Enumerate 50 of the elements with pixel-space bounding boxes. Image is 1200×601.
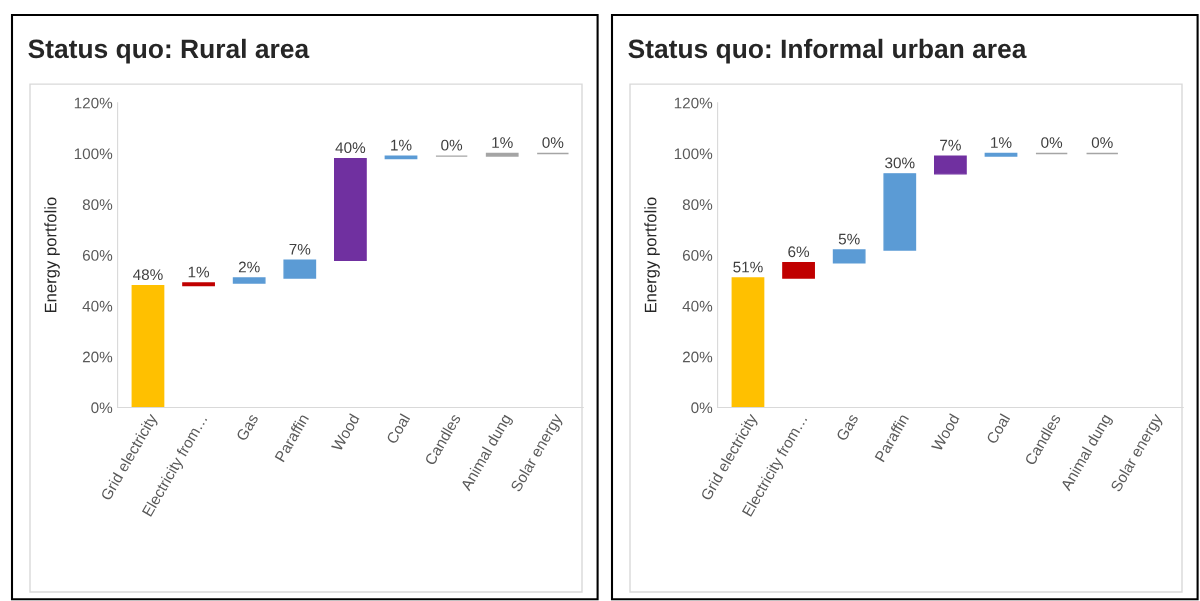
bar — [283, 259, 317, 279]
data-label: 0% — [441, 139, 463, 151]
y-tick-label: 100% — [74, 148, 113, 160]
y-tick-label: 20% — [82, 351, 113, 363]
bar — [334, 157, 367, 261]
data-label: 0% — [542, 137, 564, 148]
chart-title: Status quo: Informal urban area — [628, 38, 1027, 64]
y-tick-label: 100% — [674, 148, 713, 160]
y-tick-label: 120% — [74, 97, 113, 109]
y-tick-label: 20% — [682, 351, 713, 363]
data-label: 7% — [940, 139, 961, 151]
bar — [384, 155, 418, 160]
data-label: 51% — [733, 261, 763, 273]
bar — [782, 262, 815, 279]
data-label: 5% — [838, 233, 860, 245]
y-tick-label: 120% — [674, 97, 713, 109]
y-axis-title: Energy portfolio — [644, 197, 660, 313]
data-label: 0% — [1091, 137, 1113, 148]
data-label: 7% — [289, 243, 311, 255]
bar — [232, 277, 266, 284]
bar — [984, 152, 1018, 157]
bar — [182, 282, 215, 287]
y-axis-title: Energy portfolio — [44, 197, 60, 313]
data-label: 40% — [335, 142, 366, 154]
y-tick-label: 0% — [91, 402, 113, 414]
data-label: 1% — [188, 266, 210, 278]
x-tick-label: Gas — [835, 413, 859, 442]
data-label: 0% — [1041, 137, 1063, 148]
data-label: 1% — [991, 137, 1012, 148]
bar — [485, 152, 519, 157]
bar — [883, 173, 917, 251]
bar — [131, 284, 165, 408]
x-tick-label: Gas — [235, 413, 259, 442]
data-label: 1% — [391, 139, 412, 151]
data-label: 48% — [133, 269, 163, 281]
y-tick-label: 60% — [82, 249, 113, 261]
data-label: 2% — [238, 261, 260, 273]
bar — [731, 277, 765, 408]
chart-title: Status quo: Rural area — [28, 38, 310, 64]
data-label: 6% — [788, 246, 810, 258]
data-label: 1% — [492, 137, 513, 148]
y-tick-label: 40% — [682, 300, 713, 312]
y-tick-label: 0% — [691, 402, 713, 414]
bar — [832, 249, 866, 264]
y-tick-label: 80% — [82, 199, 113, 211]
data-label: 30% — [885, 157, 915, 169]
y-tick-label: 80% — [682, 199, 713, 211]
y-tick-label: 40% — [82, 300, 113, 312]
bar — [934, 155, 967, 175]
y-tick-label: 60% — [682, 249, 713, 261]
